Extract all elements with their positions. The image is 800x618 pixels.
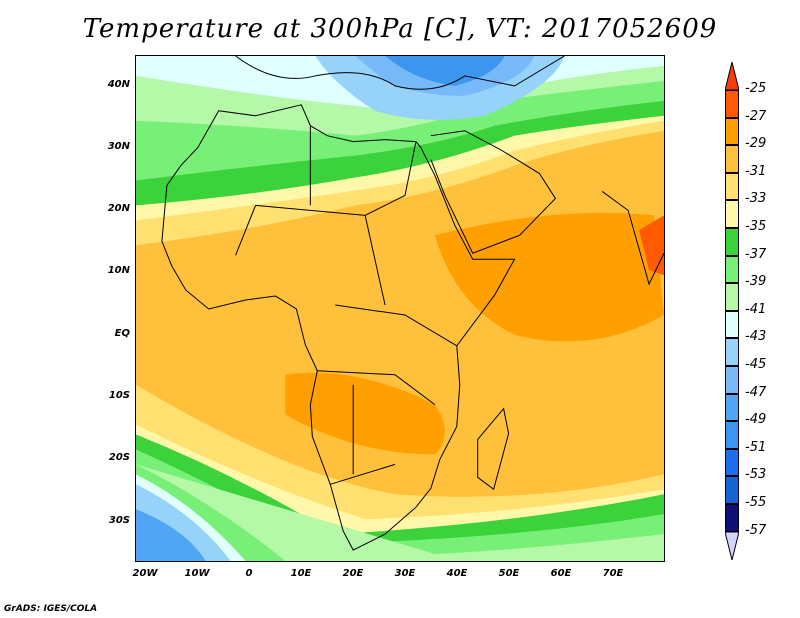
lon-label: 10W <box>184 568 210 579</box>
colorbar-segment <box>725 228 739 256</box>
colorbar-label: -45 <box>745 357 767 372</box>
plot-title: Temperature at 300hPa [C], VT: 201705260… <box>82 14 718 44</box>
colorbar-top-arrow <box>725 62 739 90</box>
colorbar-segment <box>725 504 739 532</box>
lat-label: 30N <box>107 141 130 152</box>
lon-label: 50E <box>498 568 520 579</box>
lon-label: 20E <box>342 568 364 579</box>
colorbar-label: -33 <box>745 191 767 206</box>
colorbar-segment <box>725 338 739 366</box>
colorbar-segment <box>725 448 739 477</box>
colorbar-segment <box>725 172 739 201</box>
colorbar-segment <box>725 200 739 228</box>
lat-label: 30S <box>108 515 130 526</box>
lat-label: 20N <box>107 203 130 214</box>
colorbar-label: -51 <box>745 440 767 455</box>
colorbar-segment <box>725 117 739 146</box>
colorbar-label: -53 <box>745 467 767 482</box>
lon-label: 60E <box>550 568 572 579</box>
colorbar-label: -43 <box>745 329 767 344</box>
temperature-map <box>135 55 665 562</box>
colorbar-label: -27 <box>745 109 767 124</box>
lon-label: 10E <box>290 568 312 579</box>
colorbar-segment <box>725 476 739 504</box>
colorbar-label: -25 <box>745 81 767 96</box>
colorbar-label: -47 <box>745 385 767 400</box>
colorbar-segment <box>725 393 739 422</box>
colorbar-segment <box>725 310 739 339</box>
lon-label: 0 <box>245 568 253 579</box>
colorbar-segment <box>725 145 739 173</box>
colorbar-segment <box>725 366 739 394</box>
lat-label: EQ <box>114 328 130 339</box>
lon-label: 30E <box>394 568 416 579</box>
colorbar-label: -41 <box>745 302 767 317</box>
colorbar-label: -29 <box>745 136 767 151</box>
lat-label: 20S <box>108 452 130 463</box>
lon-label: 70E <box>602 568 624 579</box>
colorbar-label: -49 <box>745 412 767 427</box>
colorbar-label: -35 <box>745 219 767 234</box>
colorbar-label: -55 <box>745 495 767 510</box>
colorbar-label: -31 <box>745 164 767 179</box>
colorbar-segment <box>725 90 739 118</box>
colorbar-segment <box>725 421 739 449</box>
colorbar-label: -39 <box>745 274 767 289</box>
colorbar-label: -37 <box>745 247 767 262</box>
colorbar-label: -57 <box>745 523 767 538</box>
colorbar-segment <box>725 283 739 311</box>
lon-label: 40E <box>446 568 468 579</box>
credit-text: GrADS: IGES/COLA <box>4 604 98 614</box>
lat-label: 10N <box>107 265 130 276</box>
colorbar-segment <box>725 255 739 284</box>
lat-label: 10S <box>108 390 130 401</box>
lon-label: 20W <box>132 568 158 579</box>
colorbar-bottom-arrow <box>725 531 739 560</box>
lat-label: 40N <box>107 79 130 90</box>
